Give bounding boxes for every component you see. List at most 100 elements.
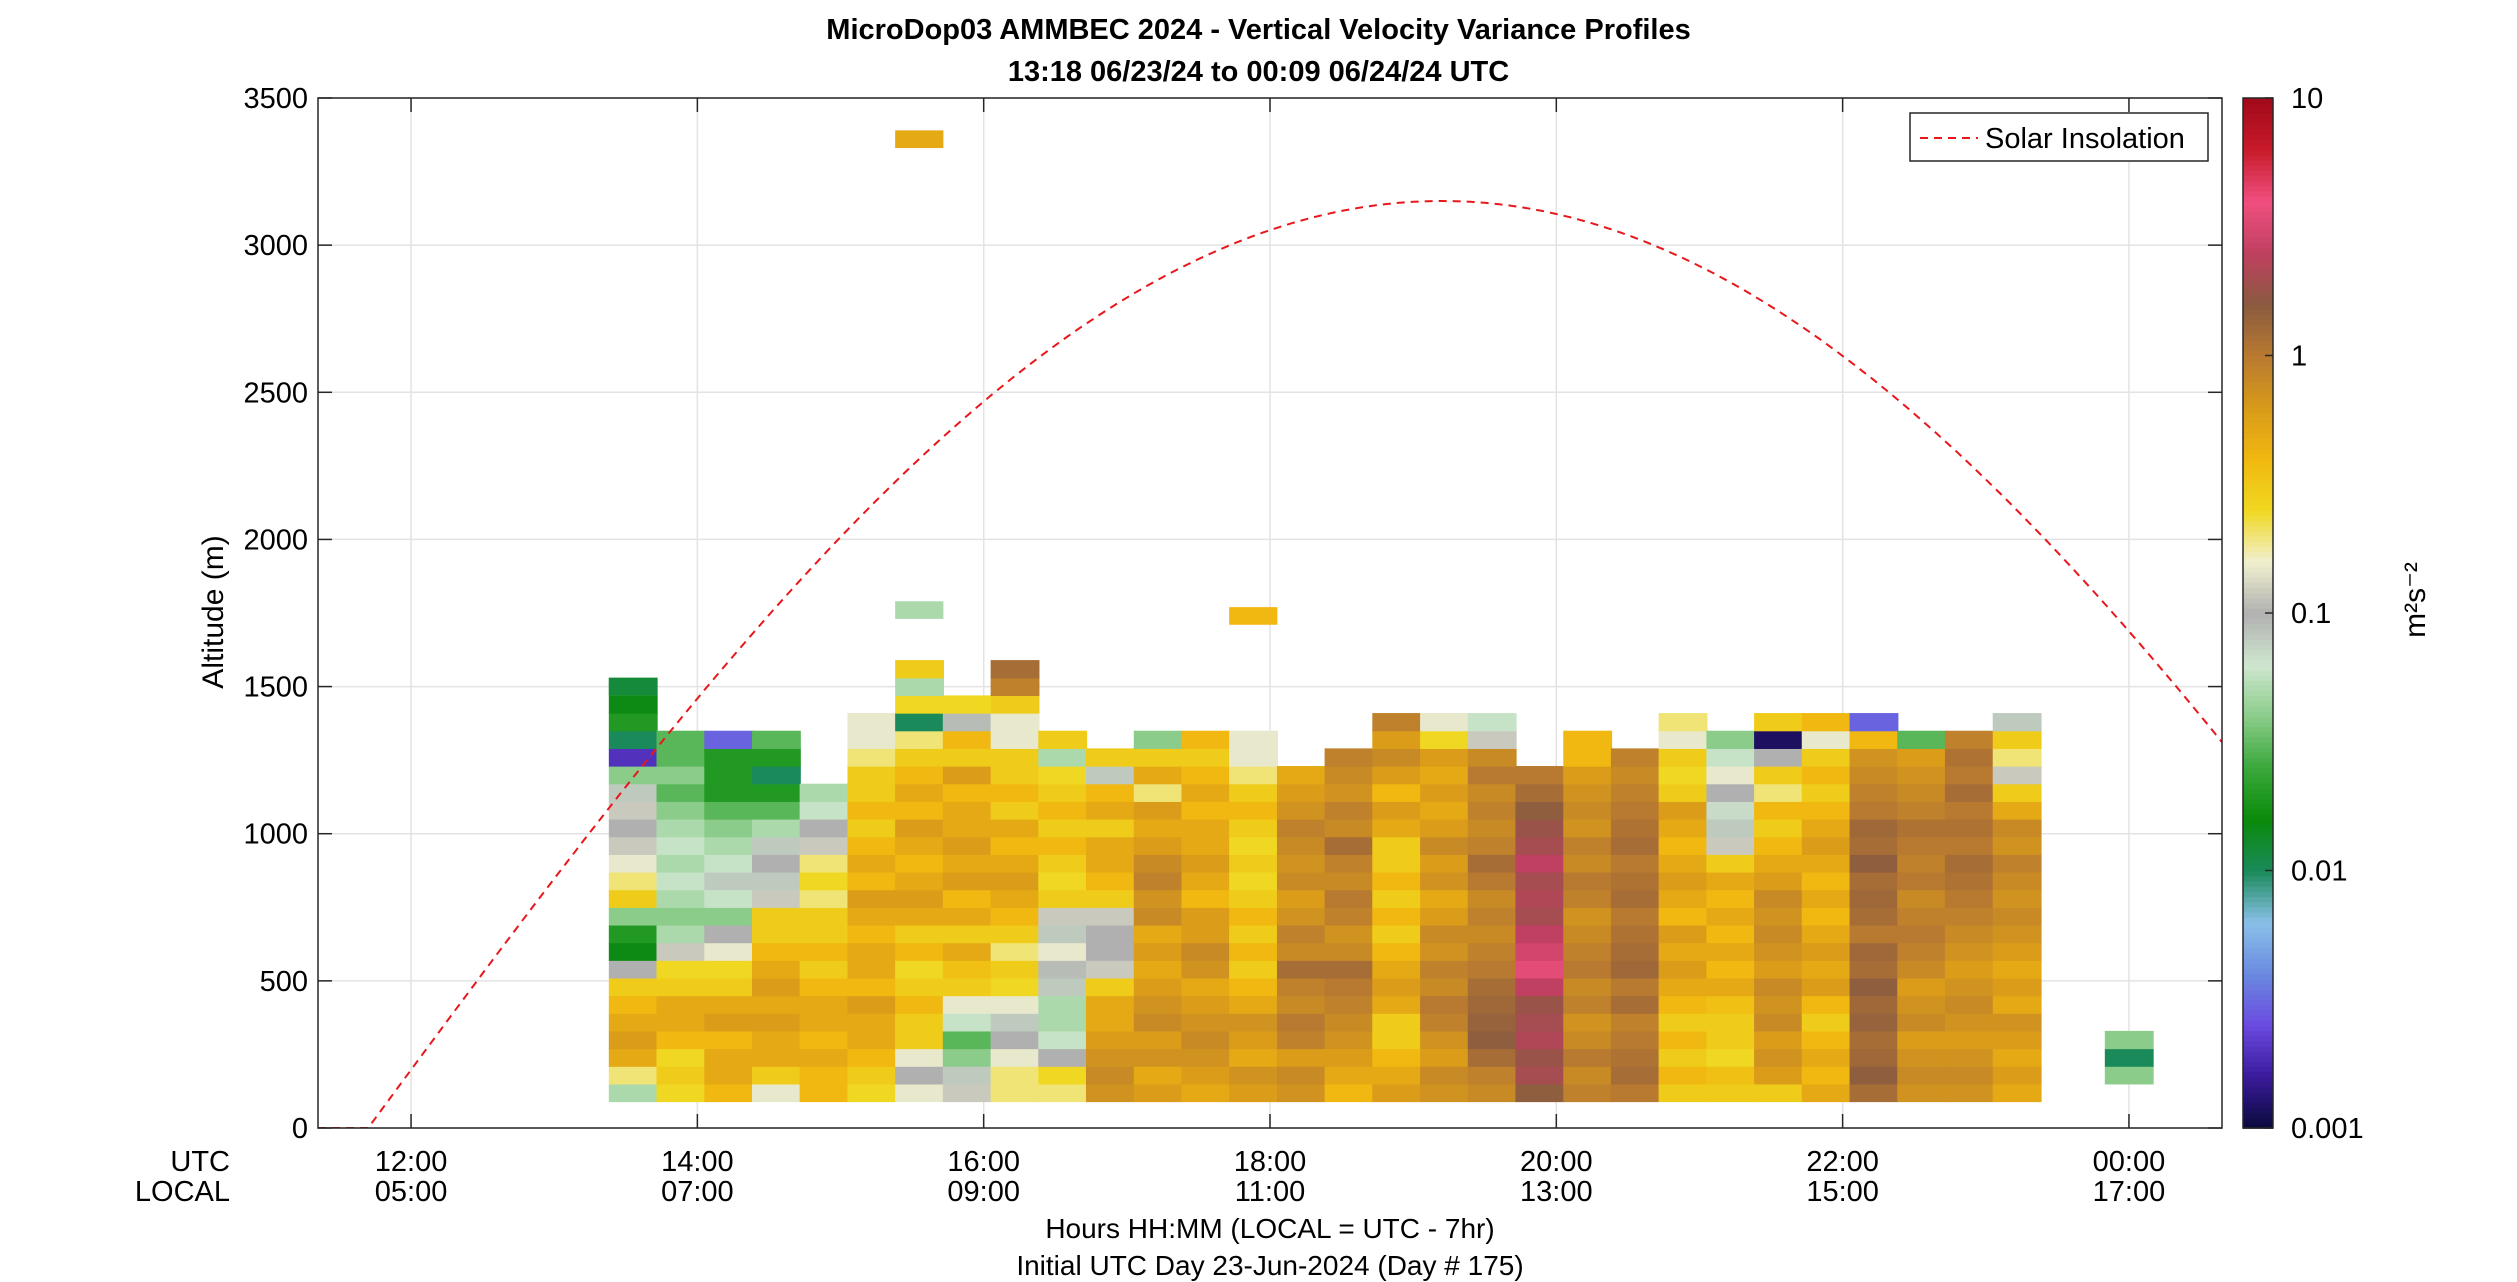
- variance-cell: [1801, 1030, 1851, 1050]
- colorbar-segment: [2243, 108, 2273, 115]
- colorbar-segment: [2243, 808, 2273, 815]
- variance-cell: [990, 889, 1040, 908]
- variance-cell: [1801, 924, 1851, 944]
- variance-cell: [1085, 819, 1135, 838]
- variance-cell: [1229, 1013, 1278, 1032]
- colorbar-segment: [2243, 973, 2273, 980]
- variance-cell: [1133, 924, 1183, 944]
- colorbar-segment: [2243, 211, 2273, 218]
- variance-cell: [1085, 995, 1135, 1014]
- variance-cell: [1563, 766, 1613, 785]
- variance-cell: [751, 783, 801, 802]
- variance-cell: [1133, 854, 1183, 873]
- variance-cell: [1133, 889, 1183, 908]
- colorbar-segment: [2243, 937, 2273, 944]
- variance-cell: [1515, 1048, 1565, 1067]
- variance-cell: [1372, 713, 1422, 732]
- variance-cell: [990, 942, 1040, 961]
- x-tick-label-utc: 20:00: [1520, 1146, 1593, 1178]
- variance-cell: [1229, 1048, 1278, 1067]
- variance-cell: [990, 1083, 1040, 1103]
- colorbar-segment: [2243, 623, 2273, 630]
- variance-cell: [847, 977, 897, 997]
- variance-cell: [1849, 766, 1899, 785]
- variance-cell: [1944, 1030, 1994, 1050]
- variance-cell: [1897, 942, 1947, 961]
- colorbar-segment: [2243, 499, 2273, 506]
- variance-cell: [990, 960, 1040, 979]
- variance-cell: [1038, 836, 1088, 855]
- variance-cell: [1038, 801, 1088, 820]
- variance-cell: [1706, 1066, 1756, 1085]
- colorbar-segment: [2243, 453, 2273, 460]
- variance-cell: [1229, 783, 1278, 802]
- variance-cell: [1085, 889, 1135, 908]
- colorbar-segment: [2243, 510, 2273, 516]
- variance-cell: [1229, 924, 1278, 944]
- colorbar-segment: [2243, 576, 2273, 583]
- x-tick-label-local: 15:00: [1806, 1176, 1879, 1208]
- variance-cell: [1658, 801, 1708, 820]
- variance-cell: [1754, 1030, 1803, 1050]
- variance-cell: [799, 854, 849, 873]
- variance-cell: [704, 748, 754, 767]
- variance-cell: [1897, 819, 1947, 838]
- variance-cell: [895, 1083, 944, 1103]
- variance-cell: [1992, 907, 2042, 926]
- colorbar-segment: [2243, 1081, 2273, 1088]
- variance-cell: [1944, 942, 1994, 961]
- variance-cell: [847, 942, 897, 961]
- variance-cell: [847, 1030, 897, 1050]
- variance-cell: [1467, 942, 1517, 961]
- colorbar-segment: [2243, 458, 2273, 465]
- variance-cell: [1801, 942, 1851, 961]
- colorbar-segment: [2243, 180, 2273, 187]
- variance-cell: [751, 836, 801, 855]
- variance-cell: [704, 1083, 754, 1103]
- variance-cell: [1038, 1013, 1088, 1032]
- colorbar-segment: [2243, 870, 2273, 877]
- variance-cell: [1181, 730, 1231, 749]
- variance-cell: [990, 871, 1040, 891]
- variance-cell: [1992, 766, 2042, 785]
- variance-cell: [2104, 1030, 2154, 1050]
- variance-cell: [1754, 889, 1803, 908]
- variance-cell: [1706, 1013, 1756, 1032]
- colorbar-segment: [2243, 535, 2273, 542]
- variance-cell: [990, 730, 1040, 749]
- colorbar-segment: [2243, 829, 2273, 836]
- variance-cell: [1563, 1048, 1613, 1067]
- colorbar-segment: [2243, 1025, 2273, 1031]
- colorbar-segment: [2243, 551, 2273, 558]
- variance-cell: [656, 889, 706, 908]
- variance-cell: [1085, 942, 1135, 961]
- variance-cell: [1754, 1066, 1803, 1085]
- variance-cell: [1515, 960, 1565, 979]
- variance-cell: [895, 819, 944, 838]
- variance-cell: [1610, 801, 1660, 820]
- variance-cell: [799, 960, 849, 979]
- variance-cell: [1801, 960, 1851, 979]
- variance-cell: [1610, 748, 1660, 767]
- variance-cell: [1944, 960, 1994, 979]
- colorbar-segment: [2243, 911, 2273, 918]
- variance-cell: [1897, 1030, 1947, 1050]
- colorbar-segment: [2243, 633, 2273, 640]
- variance-cell: [1992, 713, 2042, 732]
- variance-cell: [1944, 783, 1994, 802]
- variance-cell: [1944, 766, 1994, 785]
- variance-cell: [847, 819, 897, 838]
- variance-cell: [1515, 1013, 1565, 1032]
- variance-cell: [1420, 942, 1469, 961]
- variance-cell: [942, 766, 992, 785]
- colorbar-segment: [2243, 381, 2273, 388]
- variance-cell: [1276, 977, 1326, 997]
- variance-cell: [1133, 977, 1183, 997]
- variance-cell: [895, 601, 944, 619]
- x-tick-label-utc: 18:00: [1234, 1146, 1307, 1178]
- variance-cell: [1420, 854, 1469, 873]
- variance-cell: [1897, 995, 1947, 1014]
- variance-cell: [751, 748, 801, 767]
- variance-cell: [1372, 748, 1422, 767]
- variance-cell: [1133, 1030, 1183, 1050]
